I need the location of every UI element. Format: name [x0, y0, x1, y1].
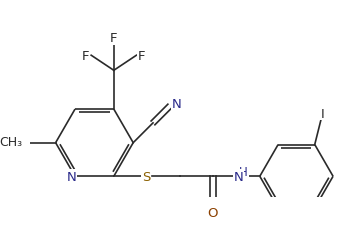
Text: F: F	[82, 49, 90, 62]
Text: H: H	[239, 166, 248, 179]
Text: F: F	[110, 32, 118, 45]
Text: O: O	[208, 206, 218, 219]
Text: CH₃: CH₃	[0, 136, 23, 148]
Text: N: N	[66, 170, 76, 183]
Text: F: F	[138, 49, 146, 62]
Text: S: S	[142, 170, 150, 183]
Text: I: I	[320, 107, 324, 120]
Text: N: N	[233, 170, 243, 183]
Text: N: N	[171, 97, 181, 110]
